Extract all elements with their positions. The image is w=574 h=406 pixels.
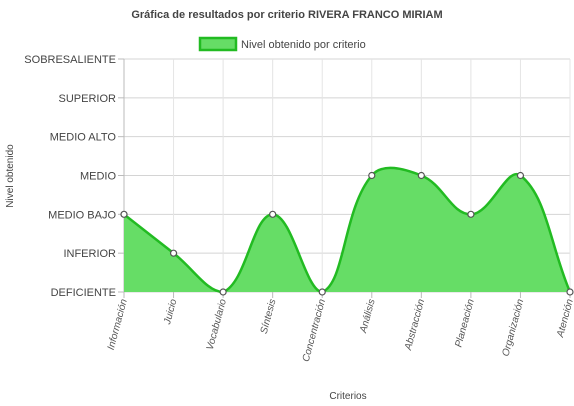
x-axis-ticks: Información Juicio Vocabulario Síntesis Conc… xyxy=(106,298,574,364)
data-point[interactable] xyxy=(566,288,574,296)
y-tick-label: DEFICIENTE xyxy=(51,287,116,299)
x-tick-label: Atención xyxy=(555,298,574,340)
chart-title: Gráfica de resultados por criterio RIVER… xyxy=(131,9,442,21)
data-point[interactable] xyxy=(318,288,326,296)
y-axis-title: Nivel obtenido xyxy=(5,144,16,208)
x-tick-label: Organización xyxy=(500,298,526,358)
series-fill xyxy=(124,167,570,292)
data-point[interactable] xyxy=(516,171,525,180)
x-tick-label: Planeación xyxy=(453,298,477,349)
x-axis-title: Criterios xyxy=(329,391,366,402)
data-points xyxy=(120,171,574,296)
legend-label: Nivel obtenido por criterio xyxy=(241,39,366,51)
data-point[interactable] xyxy=(269,210,277,218)
x-tick-label: Juicio xyxy=(162,298,180,327)
data-point[interactable] xyxy=(120,210,128,218)
data-point[interactable] xyxy=(467,210,475,218)
data-point[interactable] xyxy=(368,171,376,180)
x-tick-label: Concentración xyxy=(301,298,328,364)
data-point[interactable] xyxy=(169,249,178,257)
y-tick-label: SOBRESALIENTE xyxy=(24,54,116,66)
x-tick-label: Análisis xyxy=(358,298,378,335)
x-tick-label: Información xyxy=(106,298,130,352)
data-point[interactable] xyxy=(417,171,425,180)
x-tick-label: Abstracción xyxy=(403,298,428,353)
y-axis-ticks: DEFICIENTE INFERIOR MEDIO BAJO MEDIO MEDIO A… xyxy=(24,54,116,299)
x-tick-label: Vocabulario xyxy=(205,298,229,352)
y-tick-label: MEDIO ALTO xyxy=(50,132,117,144)
series-area xyxy=(123,166,572,294)
y-tick-label: INFERIOR xyxy=(63,248,116,260)
y-tick-label: MEDIO xyxy=(80,171,117,183)
legend-swatch xyxy=(198,36,238,52)
legend[interactable]: Nivel obtenido por criterio xyxy=(198,36,366,52)
y-tick-label: SUPERIOR xyxy=(59,93,117,105)
data-point[interactable] xyxy=(219,288,227,296)
y-tick-label: MEDIO BAJO xyxy=(48,209,116,221)
x-tick-label: Síntesis xyxy=(259,298,279,335)
series-line xyxy=(123,166,572,294)
